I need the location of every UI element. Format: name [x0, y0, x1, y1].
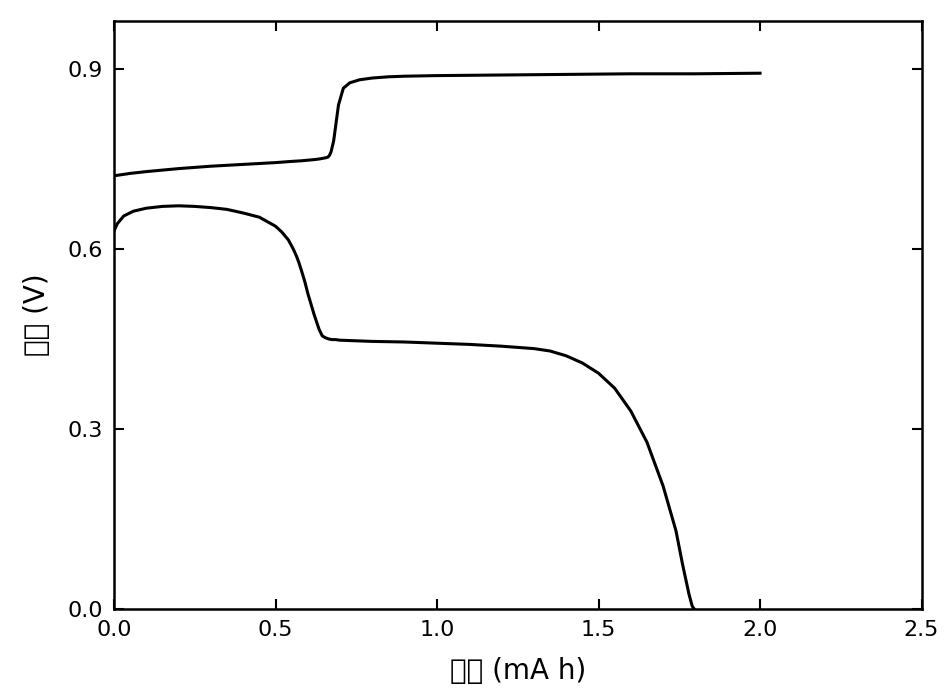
Y-axis label: 电压 (V): 电压 (V) — [23, 274, 50, 356]
X-axis label: 容量 (mA h): 容量 (mA h) — [449, 657, 586, 685]
